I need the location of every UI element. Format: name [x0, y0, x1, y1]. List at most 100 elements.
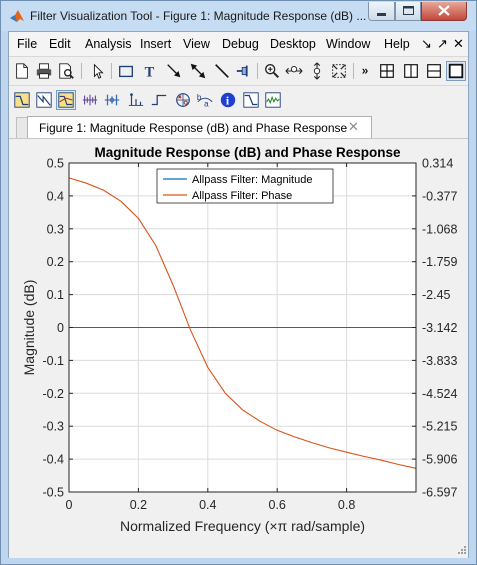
line-icon	[215, 64, 229, 78]
print-icon	[36, 63, 52, 79]
svg-text:a: a	[204, 99, 209, 108]
close-figure-icon[interactable]: ✕	[453, 36, 464, 51]
y2-tick-label: -5.906	[422, 453, 457, 467]
column-layout-button[interactable]	[401, 61, 421, 81]
double-arrow-button[interactable]	[188, 61, 208, 81]
pin-button[interactable]	[234, 61, 254, 81]
magnitude-response-button[interactable]	[12, 90, 32, 110]
magnitude-estimate-button[interactable]	[241, 90, 261, 110]
rectangle-button[interactable]	[116, 61, 136, 81]
menu-bar: File Edit Analysis Insert View Debug Desktop Wi…	[9, 32, 468, 56]
phase-delay-button[interactable]	[102, 90, 122, 110]
y-tick-label: 0.2	[47, 255, 64, 269]
y2-tick-label: -0.377	[422, 189, 457, 203]
figure-panel: 0 0.2 0.4 0.6 0.8 0.5 0.4 0.3 0.2 0.1 0 -0.1 -0.2 -0.…	[9, 138, 468, 558]
print-preview-button[interactable]	[56, 61, 76, 81]
chart-title: Magnitude Response (dB) and Phase Respon…	[94, 145, 401, 160]
group-delay-button[interactable]	[80, 90, 100, 110]
dock-icon[interactable]: ↘	[421, 36, 432, 51]
menu-debug[interactable]: Debug	[222, 37, 259, 51]
close-icon	[438, 5, 450, 16]
legend[interactable]: Allpass Filter: Magnitude Allpass Filter:…	[156, 168, 334, 204]
tab-close-icon[interactable]: ✕	[348, 119, 359, 134]
menu-window[interactable]: Window	[326, 37, 371, 51]
zoom-fit-icon	[332, 64, 346, 78]
maximize-button[interactable]	[395, 2, 421, 21]
info-button[interactable]: i	[218, 90, 238, 110]
row-layout-button[interactable]	[424, 61, 444, 81]
svg-text:T: T	[145, 64, 155, 80]
text-button[interactable]: T	[140, 61, 160, 81]
resize-grip-icon[interactable]	[457, 545, 467, 555]
menu-help[interactable]: Help	[384, 37, 410, 51]
x-axis-label: Normalized Frequency (×π rad/sample)	[120, 518, 365, 534]
print-preview-icon	[59, 63, 74, 79]
minimize-button[interactable]	[368, 2, 395, 21]
maximize-icon	[403, 6, 414, 15]
close-button[interactable]	[421, 2, 467, 21]
svg-text:»: »	[362, 65, 369, 78]
x-tick-label: 0.8	[338, 498, 355, 512]
menu-file[interactable]: File	[17, 37, 38, 51]
tab-label: Figure 1: Magnitude Response (dB) and Ph…	[39, 121, 348, 135]
x-tick-label: 0.6	[269, 498, 286, 512]
pin-icon	[236, 65, 248, 77]
noise-power-icon	[265, 92, 281, 108]
y2-tick-label: -5.215	[422, 420, 457, 434]
y-tick-label: -0.2	[42, 387, 64, 401]
toolbar-separator	[353, 63, 354, 79]
pointer-icon	[93, 63, 104, 79]
zoom-in-button[interactable]	[262, 61, 282, 81]
arrow-button[interactable]	[164, 61, 184, 81]
window-title: Filter Visualization Tool - Figure 1: Ma…	[30, 9, 367, 23]
noise-power-button[interactable]	[263, 90, 283, 110]
y-tick-label: -0.4	[42, 453, 64, 467]
tab-strip: Figure 1: Magnitude Response (dB) and Ph…	[9, 114, 468, 138]
tab-figure-1[interactable]: Figure 1: Magnitude Response (dB) and Ph…	[27, 116, 372, 138]
matlab-logo-icon	[10, 10, 24, 22]
phase-response-icon	[36, 92, 52, 108]
grid-layout-button[interactable]	[377, 61, 397, 81]
response-chart[interactable]: 0 0.2 0.4 0.6 0.8 0.5 0.4 0.3 0.2 0.1 0 -0.1 -0.2 -0.…	[9, 139, 468, 558]
more-icon: »	[362, 65, 369, 78]
print-button[interactable]	[34, 61, 54, 81]
step-response-button[interactable]	[149, 90, 169, 110]
x-tick-label: 0.2	[130, 498, 147, 512]
more-button[interactable]: »	[358, 61, 378, 81]
pointer-button[interactable]	[88, 61, 108, 81]
title-bar[interactable]: Filter Visualization Tool - Figure 1: Ma…	[1, 1, 476, 31]
phase-response-button[interactable]	[34, 90, 54, 110]
pole-zero-button[interactable]	[173, 90, 193, 110]
magnitude-phase-icon	[58, 92, 74, 108]
single-layout-button[interactable]	[446, 61, 466, 81]
toolbar-separator	[257, 63, 258, 79]
menu-view[interactable]: View	[183, 37, 210, 51]
y2-tick-label: -6.597	[422, 486, 457, 500]
y2-tick-label: -3.833	[422, 354, 457, 368]
new-file-button[interactable]	[12, 61, 32, 81]
y-tick-label: -0.1	[42, 354, 64, 368]
menu-edit[interactable]: Edit	[49, 37, 71, 51]
svg-text:i: i	[226, 95, 230, 108]
zoom-x-button[interactable]	[284, 61, 304, 81]
impulse-response-button[interactable]	[126, 90, 146, 110]
line-button[interactable]	[212, 61, 232, 81]
minimize-icon	[377, 13, 386, 16]
column-layout-icon	[404, 64, 418, 78]
magnitude-phase-button[interactable]	[56, 90, 76, 110]
y2-tick-label: -2.45	[422, 288, 451, 302]
zoom-y-icon	[313, 62, 321, 80]
zoom-y-button[interactable]	[307, 61, 327, 81]
zoom-fit-button[interactable]	[329, 61, 349, 81]
menu-insert[interactable]: Insert	[140, 37, 172, 51]
menu-desktop[interactable]: Desktop	[270, 37, 316, 51]
grid-layout-icon	[380, 64, 394, 78]
y2-tick-label: -1.759	[422, 255, 457, 269]
menu-analysis[interactable]: Analysis	[85, 37, 132, 51]
y2-tick-label: -3.142	[422, 321, 457, 335]
single-layout-icon	[448, 63, 464, 79]
undock-icon[interactable]: ↗	[437, 36, 448, 51]
